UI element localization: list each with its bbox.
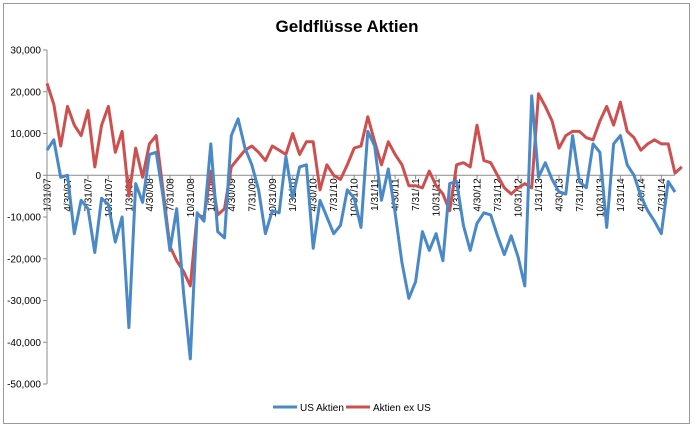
y-tick-label: -50,000 <box>7 380 41 391</box>
series-lines <box>45 82 683 361</box>
y-axis-tick-labels: 30,000 20,000 10,000 0 -10,000 -20,000 -30,000… <box>7 46 41 391</box>
x-tick-label: 4/30/11 <box>391 178 402 211</box>
line-chart: Geldflüsse Aktien 30,000 20,000 10,000 0 -10… <box>7 17 683 414</box>
x-tick-label: 7/31/13 <box>575 178 586 212</box>
chart-title: Geldflüsse Aktien <box>276 17 419 36</box>
x-tick-label: 7/31/07 <box>83 178 94 212</box>
x-tick-label: 7/31/10 <box>329 178 340 212</box>
x-tick-label: 7/31/11 <box>411 178 422 211</box>
y-tick-label: -40,000 <box>7 338 41 349</box>
legend: US Aktien Aktien ex US <box>273 403 431 414</box>
x-tick-label: 1/31/13 <box>534 178 545 212</box>
x-tick-label: 10/31/07 <box>104 178 115 217</box>
y-tick-label: -30,000 <box>7 296 41 307</box>
y-tick-label: 10,000 <box>10 129 41 140</box>
legend-label-us-aktien: US Aktien <box>300 403 344 414</box>
x-tick-label: 10/31/09 <box>268 178 279 217</box>
x-tick-label: 10/31/08 <box>186 178 197 217</box>
x-tick-label: 7/31/09 <box>247 178 258 212</box>
y-tick-label: 0 <box>35 171 41 182</box>
x-tick-label: 4/30/09 <box>227 178 238 212</box>
x-tick-label: 10/31/13 <box>595 178 606 217</box>
x-tick-label: 4/30/12 <box>473 178 484 212</box>
x-tick-label: 4/30/10 <box>309 178 320 212</box>
y-tick-label: -10,000 <box>7 213 41 224</box>
x-tick-label: 10/31/11 <box>432 178 443 217</box>
series-line-us-aktien <box>45 94 677 361</box>
x-tick-label: 1/31/09 <box>206 178 217 212</box>
x-tick-label: 7/31/14 <box>657 178 668 212</box>
x-tick-label: 7/31/08 <box>165 178 176 212</box>
x-tick-label: 4/30/13 <box>554 178 565 212</box>
series-line-aktien-ex-us <box>45 82 683 288</box>
x-tick-label: 7/31/12 <box>493 178 504 212</box>
x-tick-label: 1/31/11 <box>370 178 381 211</box>
chart-frame: Geldflüsse Aktien 30,000 20,000 10,000 0 -10… <box>3 3 690 424</box>
y-tick-label: 20,000 <box>10 87 41 98</box>
x-tick-label: 4/30/08 <box>145 178 156 212</box>
x-tick-label: 10/31/12 <box>514 178 525 217</box>
y-tick-label: 30,000 <box>10 46 41 57</box>
legend-label-aktien-ex-us: Aktien ex US <box>373 403 431 414</box>
x-tick-label: 1/31/14 <box>616 178 627 212</box>
x-tick-label: 1/31/07 <box>43 178 54 212</box>
y-tick-label: -20,000 <box>7 254 41 265</box>
